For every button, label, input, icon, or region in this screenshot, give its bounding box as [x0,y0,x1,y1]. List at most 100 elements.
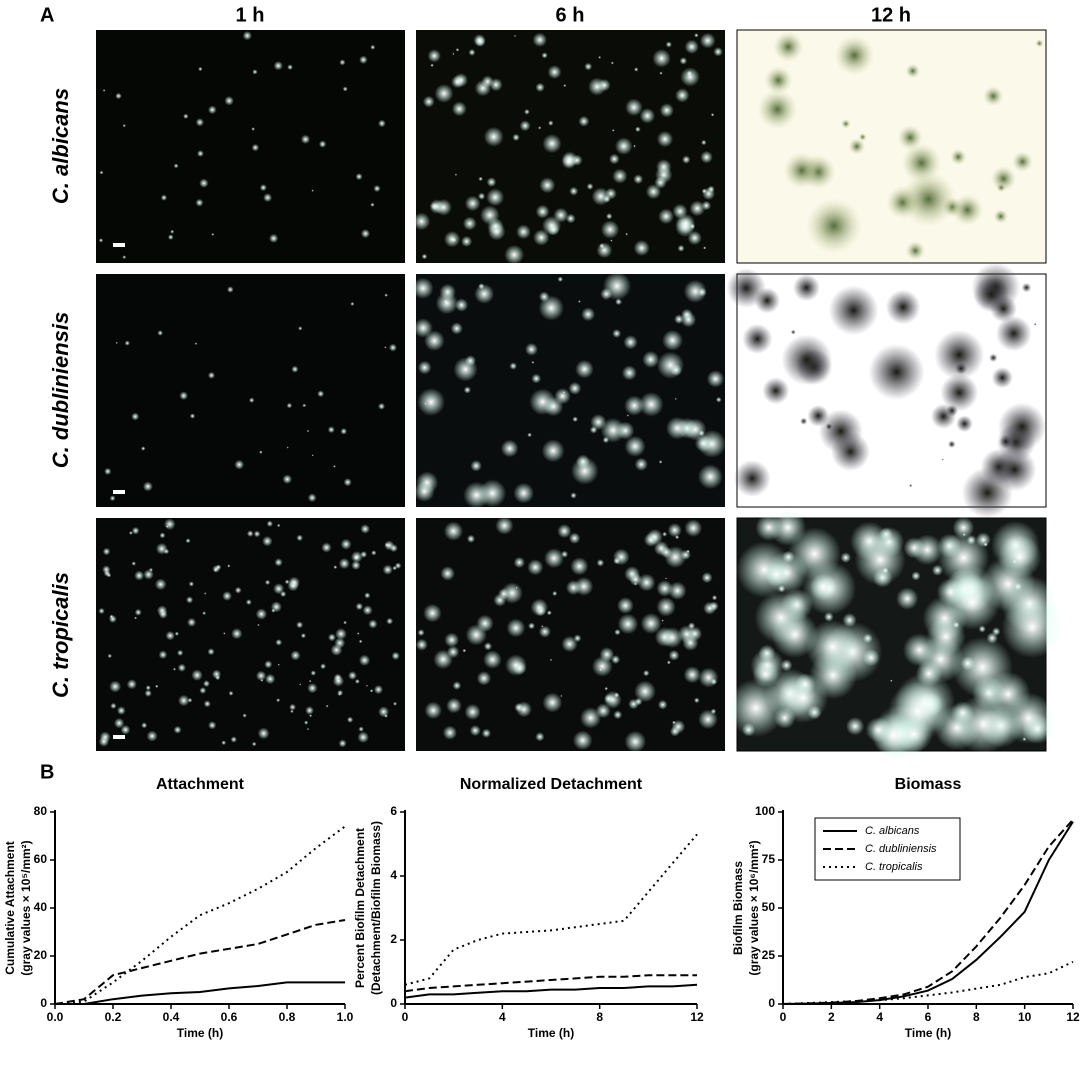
texture [207,648,215,656]
texture [885,289,921,325]
texture [460,235,473,247]
texture [553,207,569,223]
texture [495,516,514,535]
y-axis-label: (gray values × 10⁶/mm²) [747,840,761,975]
texture [598,55,602,59]
texture [446,645,460,659]
texture [905,63,921,79]
texture [668,649,680,661]
texture [699,32,716,49]
texture [290,650,301,661]
texture [203,700,211,708]
legend-label: C. tropicalis [865,861,923,873]
texture [513,482,535,504]
texture [580,707,602,729]
texture [131,526,140,535]
texture [655,166,673,184]
texture [666,660,671,665]
texture [115,92,122,100]
texture [131,561,136,566]
texture [327,633,336,642]
texture [98,736,110,747]
texture [412,277,434,299]
texture [664,546,687,569]
texture [489,78,503,92]
texture [538,291,550,302]
chart-title: Normalized Detachment [460,776,643,793]
texture [600,287,613,301]
texture [531,373,542,384]
texture [259,184,267,192]
texture [575,359,594,379]
texture [546,610,552,616]
texture [189,413,196,419]
texture [154,578,167,591]
texture [557,524,572,539]
texture [284,579,290,585]
texture [591,187,610,206]
texture [598,78,611,92]
texture [652,49,671,68]
texture [464,195,481,212]
texture [227,286,234,293]
texture [296,621,304,629]
texture [389,544,398,553]
texture [364,592,371,599]
texture [590,414,607,431]
texture [165,525,169,528]
texture [282,474,293,484]
texture [658,460,663,464]
texture [653,540,669,556]
texture [333,565,338,570]
texture [533,229,550,246]
texture [614,629,621,636]
texture [658,208,674,225]
texture [252,69,258,75]
texture [1033,322,1037,326]
texture [450,322,463,335]
texture [188,581,195,587]
x-tick-label: 8 [596,1010,603,1024]
texture [155,542,168,555]
y-axis-label: Cumulative Attachment [3,841,17,975]
texture [463,386,471,394]
texture [246,530,254,537]
texture [358,654,371,666]
texture [528,622,535,630]
texture [339,59,346,66]
texture [640,612,662,634]
texture [667,523,682,538]
texture [662,329,683,351]
texture [356,632,360,635]
texture [535,732,545,742]
texture [568,381,582,395]
texture [563,84,567,88]
texture [102,89,106,92]
texture [542,133,562,154]
texture [321,542,332,553]
texture [612,329,622,338]
texture [186,596,194,604]
texture [451,75,464,89]
x-tick-label: 1.0 [337,1010,354,1024]
texture [354,679,360,684]
texture [227,564,231,568]
texture [572,730,593,751]
texture [548,120,554,126]
texture [464,703,481,721]
texture [179,391,189,401]
texture [623,335,638,350]
texture [610,61,614,65]
texture [299,683,302,686]
texture [951,636,1013,698]
texture [478,283,485,290]
texture [941,458,944,461]
x-tick-label: 6 [925,1010,932,1024]
texture [1001,596,1064,659]
texture [468,48,476,56]
texture [996,182,1006,193]
texture [794,673,816,695]
texture [574,576,594,596]
texture [145,685,151,691]
